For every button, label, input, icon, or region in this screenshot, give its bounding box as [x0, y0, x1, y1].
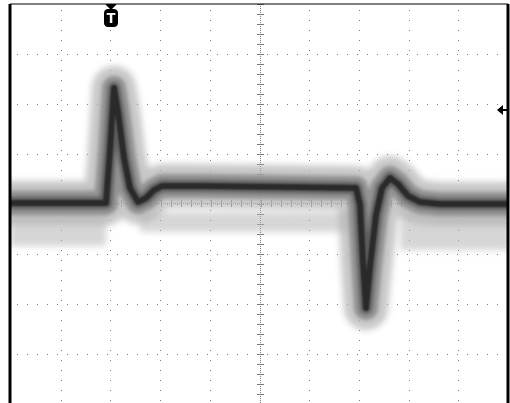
waveform-trace	[11, 66, 509, 330]
trigger-level-marker[interactable]	[497, 105, 509, 115]
trigger-level-arrow-icon	[497, 105, 503, 115]
trigger-position-icon	[105, 4, 117, 10]
trigger-position-marker[interactable]: T	[104, 4, 118, 27]
screen-frame	[8, 3, 510, 403]
trigger-marker-label: T	[107, 12, 116, 27]
